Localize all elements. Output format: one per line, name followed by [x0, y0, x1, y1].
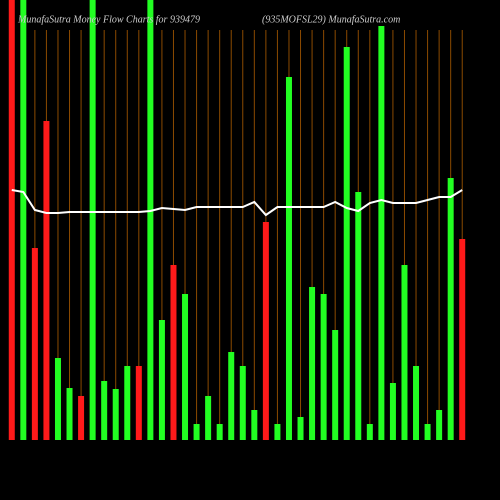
bar [401, 265, 408, 440]
bar [78, 396, 85, 440]
bar [424, 424, 431, 440]
bar [285, 77, 292, 440]
bar [343, 47, 350, 440]
bar [389, 383, 396, 440]
bar [459, 239, 466, 440]
bar [89, 0, 96, 440]
bar [66, 388, 73, 440]
bar [170, 265, 177, 440]
bar [31, 248, 38, 440]
chart-subtitle: (935MOFSL29) MunafaSutra.com [262, 14, 400, 25]
bar [332, 330, 339, 440]
bar [43, 121, 50, 440]
chart-title: MunafaSutra Money Flow Charts for 939479 [17, 14, 200, 25]
bar [262, 222, 269, 440]
bar [193, 424, 200, 440]
bar [124, 366, 131, 440]
bar [274, 424, 281, 440]
bar [54, 358, 61, 440]
bar [216, 424, 223, 440]
bar [297, 417, 304, 440]
bar [101, 381, 108, 440]
bar [135, 366, 142, 440]
bar [239, 366, 246, 440]
bar [413, 366, 420, 440]
bar [20, 0, 27, 440]
bar [251, 410, 258, 440]
bar [320, 294, 327, 440]
bar [378, 26, 385, 440]
bar [355, 192, 362, 440]
bar [8, 0, 15, 440]
bar [447, 178, 454, 440]
bar [309, 287, 316, 440]
bar [436, 410, 443, 440]
bar [182, 294, 189, 440]
bar [158, 320, 165, 440]
bar [366, 424, 373, 440]
bar [228, 352, 235, 440]
bar [112, 389, 119, 440]
money-flow-line [11, 189, 463, 217]
bar [147, 0, 154, 440]
bar [205, 396, 212, 440]
